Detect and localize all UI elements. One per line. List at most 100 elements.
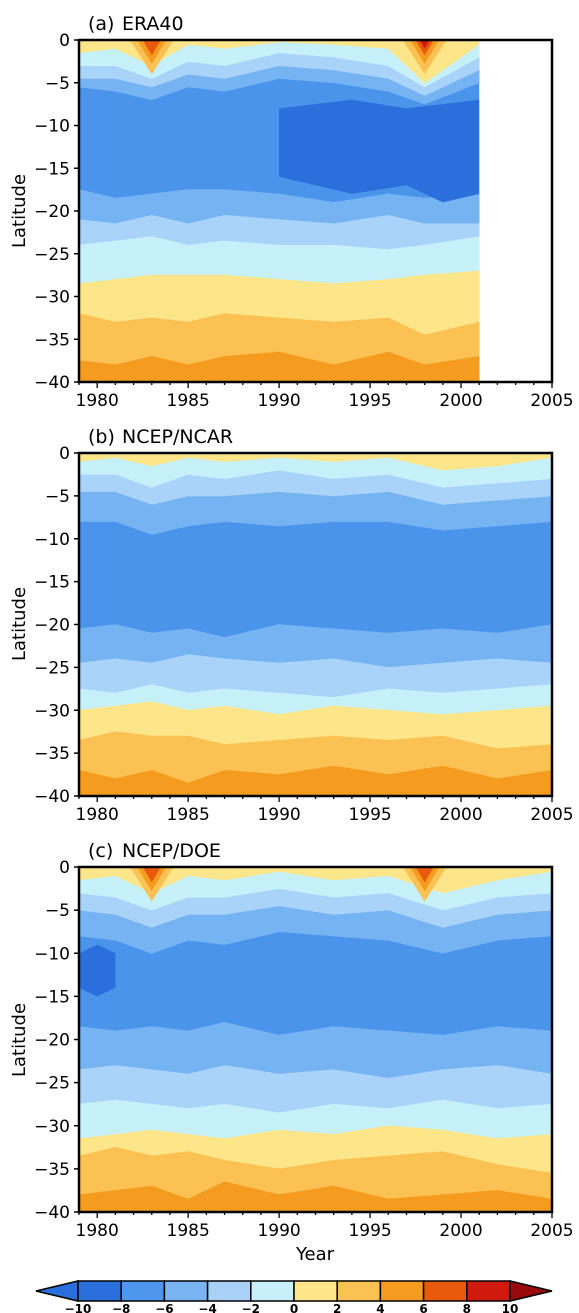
colorbar-arrow-high	[509, 1280, 553, 1302]
x-tick-label: 1985	[167, 805, 210, 825]
y-tick-label: −25	[34, 245, 70, 265]
colorbar-swatch	[120, 1280, 166, 1302]
band-4-6	[79, 351, 480, 382]
colorbar-label: −2	[242, 1302, 260, 1313]
y-tick-label: −10	[34, 117, 70, 137]
warm-peak-1-2	[415, 867, 434, 883]
panel-c-title: NCEP/DOE	[122, 840, 221, 862]
colorbar-label: −8	[112, 1302, 130, 1313]
panel-c-xlabel: Year	[295, 1244, 335, 1265]
colorbar-swatch	[206, 1280, 252, 1302]
x-tick-label: 2005	[530, 391, 573, 411]
x-tick-label: 1990	[257, 391, 300, 411]
panel-a-label: (a)	[88, 13, 114, 35]
y-tick-label: −5	[45, 487, 70, 507]
y-tick-label: −35	[34, 744, 70, 764]
y-tick-label: −10	[34, 944, 70, 964]
panel-a-ylabel: Latitude	[9, 174, 30, 248]
y-tick-label: −15	[34, 159, 70, 179]
panel-b-title: NCEP/NCAR	[122, 426, 233, 448]
y-tick-label: −20	[34, 616, 70, 636]
x-tick-label: 1980	[76, 1221, 119, 1241]
panel-b-x-ticks: 1980 1985 1990 1995 2000 2005	[76, 796, 574, 825]
x-tick-label: 2000	[439, 1221, 482, 1241]
y-tick-label: −35	[34, 330, 70, 350]
panel-b: (b) NCEP/NCAR 0 −5 −10 −15 −20 −25 −30 −35 −40 1…	[9, 426, 574, 825]
x-tick-label: 1990	[257, 1221, 300, 1241]
colorbar-swatch	[77, 1280, 122, 1302]
x-tick-label: 1985	[167, 391, 210, 411]
colorbar-swatch	[250, 1280, 295, 1302]
colorbar-label: −4	[198, 1302, 216, 1313]
x-tick-label: 1995	[348, 1221, 391, 1241]
y-tick-label: −15	[34, 573, 70, 593]
colorbar-label: −10	[65, 1302, 92, 1313]
x-tick-label: 2005	[530, 805, 573, 825]
colorbar-label: 2	[333, 1302, 341, 1313]
panel-c-label: (c)	[88, 840, 113, 862]
panel-b-label: (b)	[88, 426, 115, 448]
y-tick-label: −5	[45, 901, 70, 921]
colorbar-swatch	[379, 1280, 425, 1302]
warm-peak-0-2	[142, 867, 161, 883]
band-4-6	[79, 765, 552, 796]
panel-a-y-ticks: 0 −5 −10 −15 −20 −25 −30 −35 −40	[34, 31, 79, 393]
y-tick-label: −30	[34, 288, 70, 308]
x-tick-label: 1995	[348, 391, 391, 411]
colorbar-label: 8	[463, 1302, 471, 1313]
x-tick-label: 1980	[76, 391, 119, 411]
panel-a-x-ticks: 1980 1985 1990 1995 2000 2005	[76, 382, 574, 411]
band-lt-neg8	[79, 944, 116, 997]
y-tick-label: −15	[34, 987, 70, 1007]
colorbar-arrow-low	[35, 1280, 79, 1302]
band-north-neg2-0	[79, 40, 480, 88]
colorbar: −10 −8 −6 −4 −2 0 2 4 6 8 10	[35, 1280, 553, 1313]
panel-c-plot	[79, 867, 552, 1212]
x-tick-label: 1980	[76, 805, 119, 825]
y-tick-label: −40	[34, 373, 70, 393]
colorbar-label: 4	[376, 1302, 384, 1313]
y-tick-label: −30	[34, 701, 70, 721]
panel-b-y-ticks: 0 −5 −10 −15 −20 −25 −30 −35 −40	[34, 444, 79, 807]
y-tick-label: 0	[59, 31, 70, 51]
y-tick-label: −35	[34, 1160, 70, 1180]
colorbar-label: 6	[419, 1302, 427, 1313]
y-tick-label: −25	[34, 658, 70, 678]
colorbar-swatch	[466, 1280, 511, 1302]
x-tick-label: 1990	[257, 805, 300, 825]
colorbar-swatch	[336, 1280, 382, 1302]
y-tick-label: −20	[34, 202, 70, 222]
warm-peak-1-3	[419, 40, 431, 49]
colorbar-swatch	[422, 1280, 468, 1302]
panel-c-x-ticks: 1980 1985 1990 1995 2000 2005	[76, 1212, 574, 1241]
panel-c-y-ticks: 0 −5 −10 −15 −20 −25 −30 −35 −40	[34, 858, 79, 1223]
warm-peak-0-2	[142, 40, 161, 56]
panel-a-plot	[79, 40, 480, 382]
colorbar-label: 0	[290, 1302, 298, 1313]
y-tick-label: −20	[34, 1031, 70, 1051]
x-tick-label: 1995	[348, 805, 391, 825]
y-tick-label: 0	[59, 858, 70, 878]
panel-c: (c) NCEP/DOE 0 −5 −10 −15 −20 −25 −30 −35 −40 19…	[9, 840, 574, 1265]
x-tick-label: 1985	[167, 1221, 210, 1241]
x-tick-label: 2000	[439, 391, 482, 411]
colorbar-swatch	[163, 1280, 209, 1302]
panel-b-plot	[79, 453, 552, 796]
y-tick-label: −30	[34, 1117, 70, 1137]
band-north-0-2	[79, 453, 552, 471]
x-tick-label: 2005	[530, 1221, 573, 1241]
y-tick-label: 0	[59, 444, 70, 464]
y-tick-label: −10	[34, 530, 70, 550]
panel-b-ylabel: Latitude	[9, 587, 30, 661]
band-lt-neg8	[279, 99, 480, 203]
panel-c-ylabel: Latitude	[9, 1003, 30, 1077]
panel-a: (a) ERA40 0−5−10−15−20−25−30−35−40 1980 1…	[9, 13, 574, 411]
y-tick-label: −25	[34, 1074, 70, 1094]
panel-a-title: ERA40	[122, 13, 184, 35]
y-tick-label: −40	[34, 1203, 70, 1223]
y-tick-label: −5	[45, 74, 70, 94]
x-tick-label: 2000	[439, 805, 482, 825]
colorbar-label: −6	[155, 1302, 173, 1313]
colorbar-label: 10	[502, 1302, 519, 1313]
